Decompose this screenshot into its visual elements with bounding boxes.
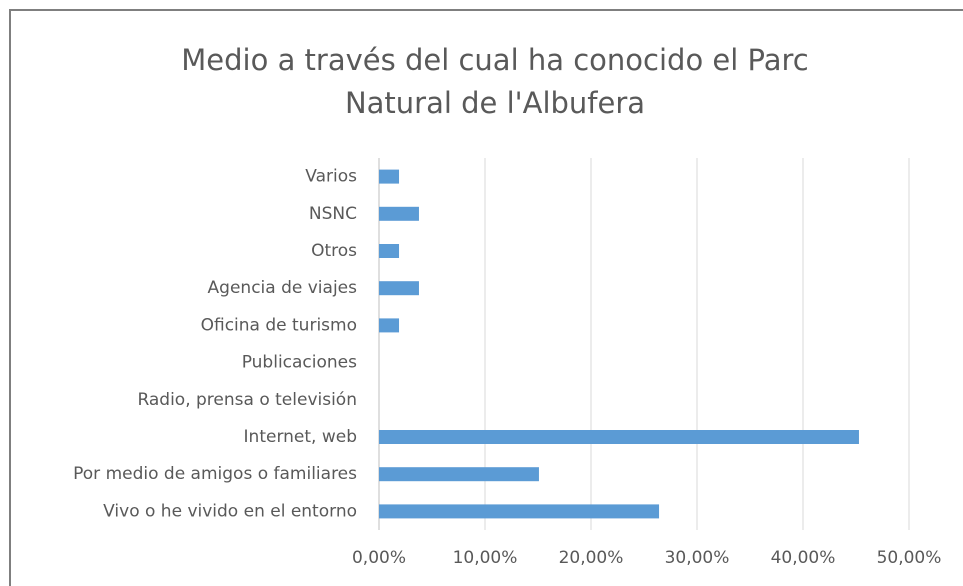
bar [379,206,419,221]
x-tick-label: 20,00% [559,548,624,568]
y-tick-label: Oficina de turismo [201,315,357,335]
y-tick-label: Publicaciones [242,353,357,373]
x-tick-label: 0,00% [352,548,406,568]
bar [379,281,419,296]
x-tick-label: 40,00% [771,548,836,568]
x-tick-label: 10,00% [453,548,518,568]
chart-frame [9,9,963,586]
bar [379,467,539,482]
bar [379,169,400,184]
bar [379,244,400,258]
y-tick-label: Otros [311,241,357,261]
y-tick-label: Vivo o he vivido en el entorno [103,501,357,521]
chart-title: Natural de l'Albufera [345,86,645,120]
y-tick-label: Varios [305,167,357,187]
chart-title: Medio a través del cual ha conocido el P… [181,43,808,77]
bar [379,430,859,444]
bar [379,318,400,333]
y-tick-label: Internet, web [244,427,357,447]
y-tick-label: Agencia de viajes [208,278,358,298]
x-tick-label: 50,00% [877,548,942,568]
bar [379,504,660,519]
x-tick-label: 30,00% [665,548,730,568]
y-tick-label: Por medio de amigos o familiares [73,464,357,484]
y-tick-label: Radio, prensa o televisión [137,390,357,410]
y-tick-label: NSNC [309,204,357,224]
